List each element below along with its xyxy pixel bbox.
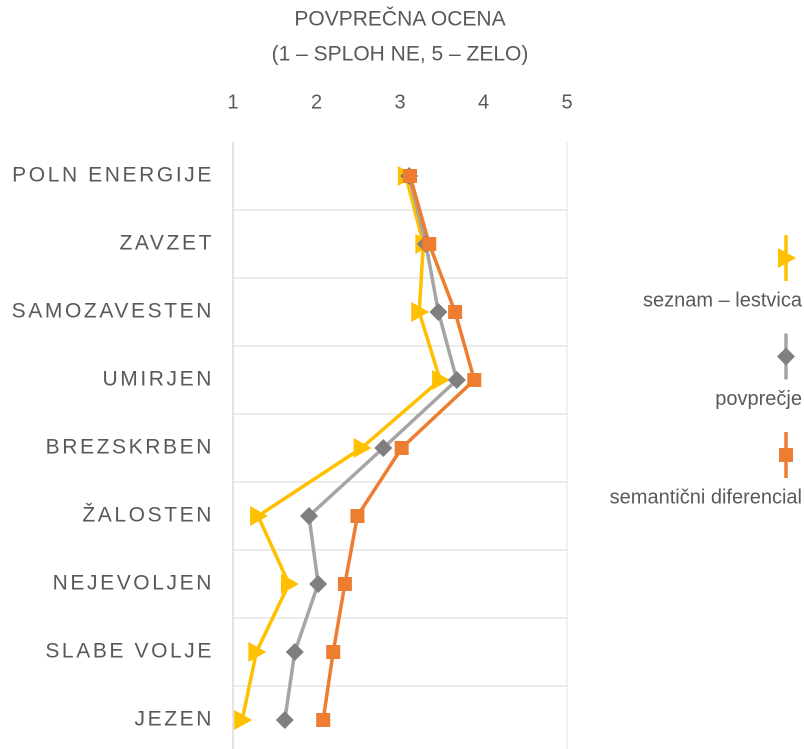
- marker: [374, 439, 393, 457]
- marker: [467, 373, 482, 387]
- marker: [447, 371, 466, 389]
- y-tick-label: ZAVZET: [119, 232, 214, 255]
- chart-title: POVPREČNA OCENA: [294, 8, 505, 31]
- x-tick-label: 3: [394, 91, 405, 113]
- y-tick-label: SLABE VOLJE: [45, 640, 214, 663]
- marker: [285, 643, 304, 661]
- legend-marker: [777, 347, 795, 366]
- marker: [275, 711, 294, 729]
- marker: [403, 169, 418, 183]
- x-tick-label: 5: [561, 91, 572, 113]
- marker: [394, 441, 409, 455]
- x-tick-label: 2: [311, 91, 322, 113]
- marker: [337, 577, 352, 591]
- marker: [429, 303, 448, 321]
- x-tick-label: 4: [478, 91, 489, 113]
- marker: [411, 302, 430, 322]
- series-line: [240, 175, 442, 721]
- y-tick-label: UMIRJEN: [102, 368, 214, 391]
- x-tick-label: 1: [227, 91, 238, 113]
- legend-label: seznam – lestvica: [643, 289, 803, 311]
- legend-label: povprečje: [715, 388, 802, 410]
- y-tick-label: NEJEVOLJEN: [53, 572, 214, 595]
- marker: [326, 645, 341, 659]
- marker: [248, 642, 267, 662]
- marker: [422, 237, 437, 251]
- marker: [280, 574, 299, 594]
- marker: [350, 509, 365, 523]
- legend-marker: [779, 448, 793, 462]
- marker: [448, 305, 463, 319]
- y-tick-label: BREZSKRBEN: [46, 436, 214, 459]
- marker: [316, 713, 331, 727]
- marker: [309, 575, 328, 593]
- marker: [234, 710, 253, 730]
- marker: [299, 507, 318, 525]
- legend-marker: [778, 248, 796, 268]
- marker: [250, 506, 269, 526]
- y-tick-label: POLN ENERGIJE: [12, 164, 214, 187]
- marker: [432, 370, 451, 390]
- y-tick-label: ŽALOSTEN: [82, 504, 214, 527]
- y-tick-label: JEZEN: [134, 708, 214, 731]
- marker: [353, 438, 372, 458]
- legend-label: semantični diferencial: [610, 486, 802, 508]
- chart-subtitle: (1 – SPLOH NE, 5 – ZELO): [272, 43, 529, 66]
- y-tick-label: SAMOZAVESTEN: [12, 300, 214, 323]
